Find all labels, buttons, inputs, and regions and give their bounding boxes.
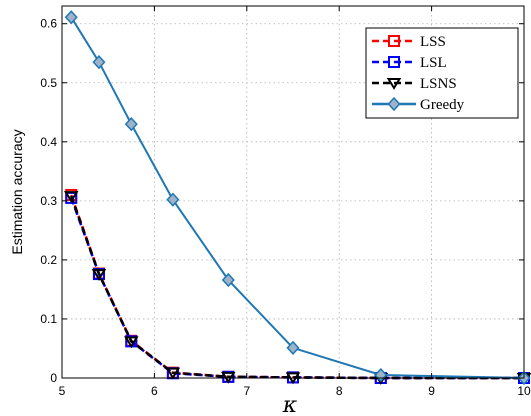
legend-label: LSS: [420, 34, 446, 50]
y-tick-label: 0: [50, 371, 57, 385]
x-tick-label: 9: [428, 384, 435, 398]
legend-label: Greedy: [420, 97, 465, 113]
x-tick-label: 5: [59, 384, 66, 398]
legend-item-greedy: Greedy: [372, 96, 465, 113]
data-point-greedy: [166, 192, 180, 207]
y-tick-label: 0.4: [40, 135, 57, 149]
plot-frame: [61, 5, 525, 379]
x-tick-label: 6: [151, 384, 158, 398]
series-greedy: [64, 10, 531, 386]
x-axis-label: κ: [282, 393, 298, 416]
series-line-greedy: [70, 16, 525, 379]
axis-ticks: 5 6 7 8 9 10 0 0.1 0.2 0.3 0.4 0.5 0.6: [40, 6, 531, 398]
data-point-lsns: [165, 367, 181, 380]
data-point-greedy: [92, 54, 106, 70]
data-point-lsns: [91, 269, 107, 281]
data-point-greedy: [124, 116, 138, 132]
legend-item-lsns: LSNS: [372, 76, 457, 92]
legend-item-lsl: LSL: [372, 55, 447, 71]
grid-lines: [62, 6, 524, 378]
y-axis-label: Estimation accuracy: [9, 129, 25, 254]
data-point-greedy: [64, 10, 78, 25]
legend-label: LSL: [420, 55, 447, 71]
x-tick-label: 7: [243, 384, 250, 398]
y-tick-label: 0.1: [40, 312, 57, 326]
legend-marker-swatch: [388, 35, 400, 47]
data-point-greedy: [286, 340, 300, 355]
data-point-lsns: [124, 336, 139, 349]
legend-marker-swatch: [388, 56, 400, 68]
data-point-greedy: [221, 272, 235, 288]
legend-item-lss: LSS: [372, 34, 446, 50]
x-tick-label: 10: [517, 384, 531, 398]
y-tick-label: 0.3: [40, 194, 57, 208]
y-tick-label: 0.2: [40, 253, 57, 267]
legend-marker-swatch: [387, 96, 401, 112]
y-tick-label: 0.6: [40, 17, 57, 31]
legend: LSS LSL LSNS Greedy: [365, 27, 519, 119]
legend-label: LSNS: [420, 76, 457, 92]
y-tick-label: 0.5: [40, 76, 57, 90]
data-point-lsns: [63, 191, 79, 204]
x-tick-label: 8: [336, 384, 343, 398]
legend-marker-swatch: [386, 78, 402, 90]
data-point-lsns: [221, 371, 236, 384]
